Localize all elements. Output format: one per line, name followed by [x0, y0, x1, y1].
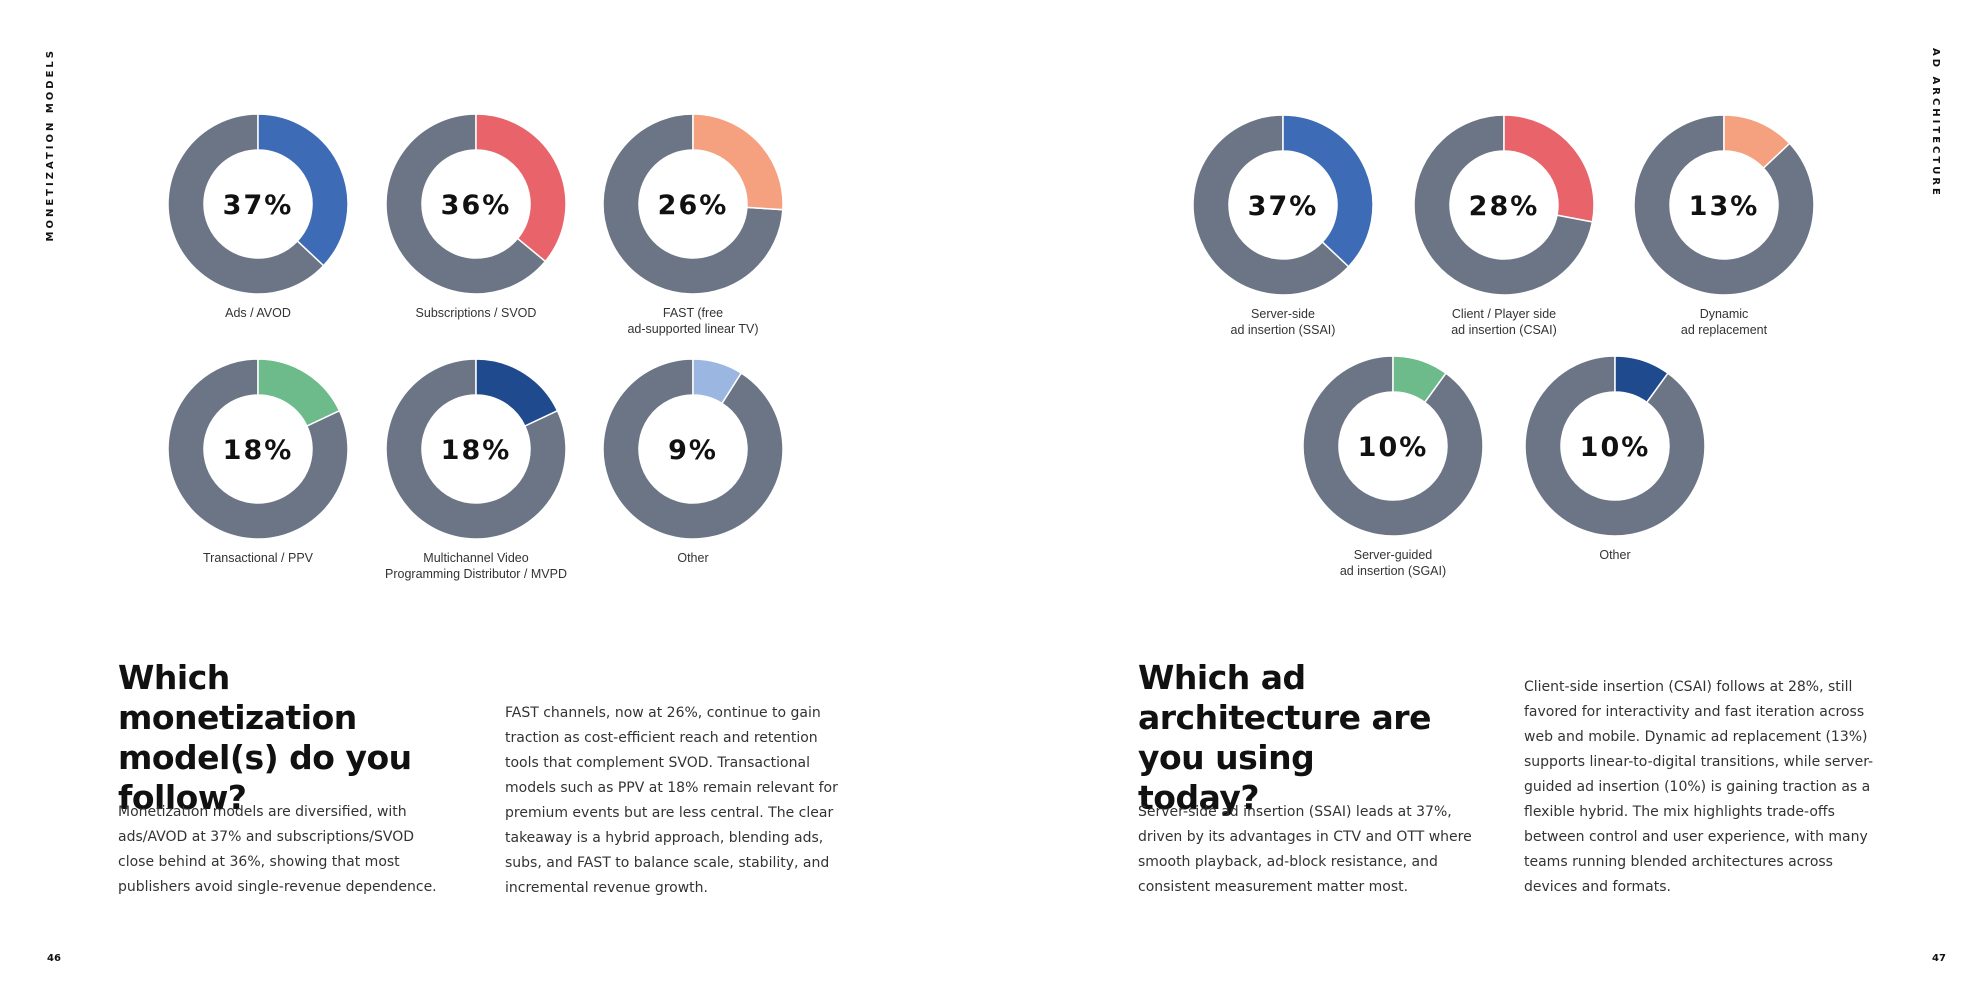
- donut-svg: 13%: [1633, 114, 1815, 296]
- body-paragraph: FAST channels, now at 26%, continue to g…: [505, 705, 838, 896]
- donut-percent-label: 26%: [658, 190, 729, 221]
- donut-remainder-slice: [602, 358, 784, 540]
- donut-value-slice: [475, 358, 559, 428]
- donut-percent-label: 10%: [1580, 432, 1651, 463]
- donut-value-slice: [257, 358, 341, 428]
- donut-value-slice: [692, 113, 784, 211]
- donut-svg: 28%: [1413, 114, 1595, 296]
- donut-chart: 26% FAST (free ad-supported linear TV): [598, 109, 788, 337]
- section-side-label: AD ARCHITECTURE: [1930, 48, 1941, 198]
- donut-svg: 10%: [1302, 355, 1484, 537]
- donut-chart: 37% Ads / AVOD: [163, 109, 353, 321]
- donut-caption: Other: [677, 551, 709, 565]
- donut-svg: 26%: [602, 113, 784, 295]
- page-title: Which ad architecture are you using toda…: [1138, 658, 1431, 817]
- donut-percent-label: 36%: [441, 190, 512, 221]
- donut-svg: 36%: [385, 113, 567, 295]
- donut-svg: 37%: [167, 113, 349, 295]
- donut-chart: 28% Client / Player side ad insertion (CSA…: [1409, 110, 1599, 338]
- donut-percent-label: 13%: [1689, 191, 1760, 222]
- donut-value-slice: [1282, 114, 1374, 268]
- donut-chart: 18% Transactional / PPV: [163, 354, 353, 566]
- donut-remainder-slice: [167, 113, 325, 295]
- page-number: 46: [47, 953, 61, 964]
- donut-caption: Server-guided ad insertion (SGAI): [1339, 548, 1447, 578]
- page-title: Which monetization model(s) do you follo…: [118, 658, 412, 817]
- section-side-label: MONETIZATION MODELS: [45, 48, 56, 242]
- donut-value-slice: [1392, 355, 1447, 404]
- donut-value-slice: [1614, 355, 1669, 404]
- donut-svg: 10%: [1524, 355, 1706, 537]
- donut-value-slice: [475, 113, 567, 263]
- donut-caption: Server-side ad insertion (SSAI): [1230, 307, 1336, 337]
- donut-remainder-slice: [167, 358, 349, 540]
- donut-chart: 36% Subscriptions / SVOD: [381, 109, 571, 321]
- donut-remainder-slice: [1302, 355, 1484, 537]
- donut-remainder-slice: [1633, 114, 1815, 296]
- donut-caption: Subscriptions / SVOD: [415, 306, 537, 320]
- donut-chart: 9% Other: [598, 354, 788, 566]
- page-number: 47: [1932, 953, 1946, 964]
- donut-caption: Transactional / PPV: [202, 551, 313, 565]
- donut-caption: Multichannel Video Programming Distributo…: [385, 551, 567, 581]
- donut-percent-label: 37%: [1248, 191, 1319, 222]
- donut-chart: 13% Dynamic ad replacement: [1629, 110, 1819, 338]
- donut-remainder-slice: [1192, 114, 1350, 296]
- donut-remainder-slice: [385, 113, 547, 295]
- donut-svg: 18%: [385, 358, 567, 540]
- donut-percent-label: 9%: [668, 435, 718, 466]
- donut-value-slice: [257, 113, 349, 267]
- body-paragraph: Client-side insertion (CSAI) follows at …: [1524, 679, 1874, 895]
- donut-svg: 37%: [1192, 114, 1374, 296]
- donut-svg: 9%: [602, 358, 784, 540]
- donut-chart: 37% Server-side ad insertion (SSAI): [1188, 110, 1378, 338]
- donut-caption: Ads / AVOD: [225, 306, 291, 320]
- donut-caption: Other: [1599, 548, 1631, 562]
- donut-caption: Client / Player side ad insertion (CSAI): [1451, 307, 1557, 337]
- donut-caption: Dynamic ad replacement: [1680, 307, 1768, 337]
- donut-remainder-slice: [1524, 355, 1706, 537]
- donut-percent-label: 18%: [441, 435, 512, 466]
- donut-percent-label: 10%: [1358, 432, 1429, 463]
- donut-value-slice: [1503, 114, 1595, 223]
- intro-paragraph: Server-side ad insertion (SSAI) leads at…: [1138, 804, 1472, 895]
- donut-chart: 18% Multichannel Video Programming Distrib…: [381, 354, 571, 582]
- donut-percent-label: 18%: [223, 435, 294, 466]
- donut-value-slice: [1723, 114, 1791, 170]
- donut-percent-label: 37%: [223, 190, 294, 221]
- donut-chart: 10% Other: [1520, 351, 1710, 563]
- donut-percent-label: 28%: [1469, 191, 1540, 222]
- intro-paragraph: Monetization models are diversified, wit…: [118, 804, 437, 895]
- donut-caption: FAST (free ad-supported linear TV): [627, 306, 759, 336]
- donut-chart: 10% Server-guided ad insertion (SGAI): [1298, 351, 1488, 579]
- donut-value-slice: [692, 358, 743, 405]
- donut-remainder-slice: [1413, 114, 1594, 296]
- donut-svg: 18%: [167, 358, 349, 540]
- donut-remainder-slice: [385, 358, 567, 540]
- donut-remainder-slice: [602, 113, 784, 295]
